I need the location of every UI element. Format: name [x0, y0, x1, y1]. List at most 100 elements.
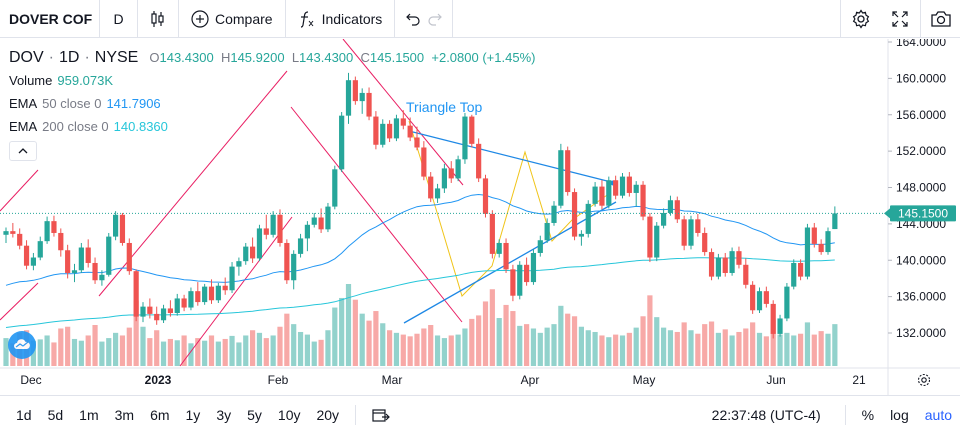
- volume-bar: [304, 334, 310, 366]
- volume-bar: [339, 297, 345, 366]
- ema50-legend[interactable]: EMA 50 close 0 141.7906: [9, 92, 535, 115]
- compare-button[interactable]: Compare: [179, 0, 286, 38]
- candle-body: [763, 291, 769, 304]
- calendar-range-icon: [372, 408, 390, 422]
- percent-scale-button[interactable]: %: [861, 407, 875, 423]
- price-label: 148.0000: [896, 181, 946, 195]
- range-button-3y[interactable]: 3y: [216, 406, 232, 423]
- trendline[interactable]: [0, 282, 39, 321]
- date-range-button[interactable]: [364, 407, 398, 423]
- tradingview-logo[interactable]: [8, 331, 36, 359]
- chart-type-button[interactable]: [138, 0, 179, 38]
- fullscreen-button[interactable]: [880, 0, 920, 38]
- volume-legend[interactable]: Volume 959.073K: [9, 69, 535, 92]
- ema200-legend[interactable]: EMA 200 close 0 140.8360: [9, 115, 535, 138]
- toolbar-right: [840, 0, 960, 38]
- candle-body: [537, 240, 543, 253]
- candle-body: [119, 214, 126, 243]
- volume-bar: [215, 341, 221, 366]
- range-button-10y[interactable]: 10y: [277, 406, 301, 423]
- axis-settings-gear-icon[interactable]: [917, 373, 931, 387]
- candle-body: [784, 286, 790, 319]
- candle-body: [188, 291, 194, 308]
- candle-body: [352, 80, 358, 102]
- undo-redo-group: [395, 0, 454, 38]
- candle-body: [222, 285, 228, 291]
- trendline[interactable]: [0, 169, 39, 212]
- candle-body: [722, 257, 728, 273]
- undo-icon[interactable]: [405, 11, 421, 27]
- triangle-bottom-line[interactable]: [403, 201, 617, 324]
- legend-ticker[interactable]: DOV: [9, 49, 44, 66]
- channel-lower-line[interactable]: [179, 216, 293, 367]
- volume-bar: [195, 338, 201, 366]
- volume-bar: [524, 324, 530, 366]
- price-axis[interactable]: [0, 39, 960, 395]
- candle-body: [729, 251, 735, 273]
- volume-bar: [469, 318, 475, 366]
- redo-icon[interactable]: [427, 11, 443, 27]
- legend-collapse-button[interactable]: [9, 141, 37, 161]
- screenshot-button[interactable]: [920, 0, 960, 38]
- volume-bar: [30, 340, 36, 366]
- chevron-up-icon: [18, 148, 28, 154]
- candle-body: [10, 231, 16, 234]
- range-button-1y[interactable]: 1y: [185, 406, 201, 423]
- zigzag-pattern[interactable]: [408, 120, 611, 297]
- volume-bar: [400, 334, 406, 366]
- candle-body: [530, 252, 537, 283]
- last-price-pointer: [884, 208, 890, 219]
- candle-body: [441, 168, 447, 189]
- channel-lower-line[interactable]: [290, 106, 463, 323]
- clock[interactable]: 22:37:48 (UTC-4): [711, 407, 821, 423]
- volume-bar: [482, 301, 489, 366]
- volume-bar: [37, 339, 43, 366]
- range-button-1m[interactable]: 1m: [79, 406, 99, 423]
- volume-bar: [462, 328, 468, 366]
- candle-body: [23, 245, 30, 266]
- candle-body: [181, 298, 187, 308]
- volume-bar: [558, 305, 564, 366]
- volume-bar: [51, 342, 57, 366]
- symbol-search[interactable]: DOVER COF: [0, 0, 100, 38]
- range-button-20y[interactable]: 20y: [316, 406, 340, 423]
- volume-bar: [236, 342, 242, 366]
- range-button-5d[interactable]: 5d: [47, 406, 64, 423]
- volume-bar: [832, 324, 838, 366]
- range-button-6m[interactable]: 6m: [150, 406, 170, 423]
- indicators-button[interactable]: Indicators: [286, 0, 396, 38]
- range-button-1d[interactable]: 1d: [16, 406, 32, 423]
- auto-scale-button[interactable]: auto: [924, 407, 952, 423]
- triangle-top-line[interactable]: [408, 130, 616, 184]
- range-buttons: 1d 5d 1m 3m 6m 1y 3y 5y 10y 20y: [0, 407, 347, 423]
- gear-icon: [852, 9, 869, 29]
- candle-body: [304, 224, 310, 239]
- candle-body: [195, 291, 201, 303]
- candle-body: [30, 257, 36, 266]
- range-button-5y[interactable]: 5y: [247, 406, 262, 423]
- price-chart[interactable]: 164.0000 160.0000 156.0000 152.0000 148.0000…: [0, 35, 960, 395]
- volume-bar: [78, 340, 84, 366]
- volume-bar: [674, 331, 680, 366]
- fullscreen-icon: [892, 11, 908, 27]
- triangle-top-label[interactable]: Triangle Top: [406, 99, 482, 115]
- volume-bar: [599, 335, 605, 366]
- chart-canvas[interactable]: 164.0000 160.0000 156.0000 152.0000 148.0000…: [0, 35, 960, 395]
- volume-bar: [113, 332, 119, 366]
- interval-button[interactable]: D: [100, 0, 138, 38]
- candle-body: [482, 178, 489, 214]
- time-axis[interactable]: Dec 2023 Feb Mar Apr May Jun 21: [20, 373, 931, 387]
- volume-histogram: [3, 284, 838, 366]
- divider: [844, 405, 846, 425]
- range-button-3m[interactable]: 3m: [114, 406, 135, 423]
- volume-bar: [592, 331, 598, 366]
- volume-bar: [503, 304, 509, 366]
- top-toolbar: DOVER COF D Compare Indicators: [0, 0, 960, 38]
- log-scale-button[interactable]: log: [890, 407, 909, 423]
- volume-bar: [393, 332, 400, 366]
- volume-bar: [167, 338, 173, 366]
- volume-bar: [133, 300, 139, 366]
- candle-body: [708, 252, 715, 277]
- settings-button[interactable]: [840, 0, 880, 38]
- candle-body: [647, 216, 653, 258]
